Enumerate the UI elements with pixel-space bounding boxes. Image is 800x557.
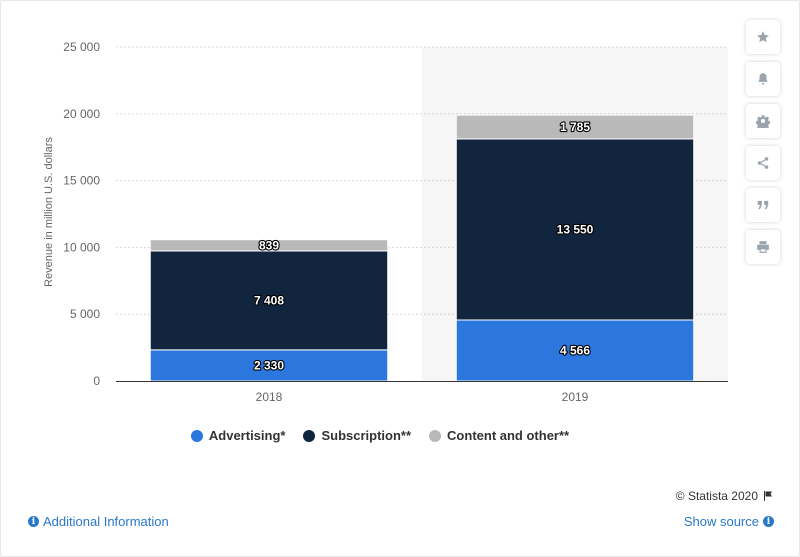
additional-information-label: Additional Information <box>43 514 169 529</box>
data-label: 1 785 <box>560 120 590 134</box>
legend-label: Advertising* <box>208 428 286 443</box>
show-source-label: Show source <box>683 514 759 529</box>
legend-marker <box>190 429 203 442</box>
star-icon <box>757 31 769 43</box>
x-tick-label: 2018 <box>256 390 283 404</box>
show-source-link[interactable]: Show source i <box>684 514 774 529</box>
legend-marker <box>303 429 316 442</box>
data-label: 4 566 <box>560 343 590 357</box>
notification-button[interactable] <box>746 62 780 96</box>
bar-segment[interactable] <box>149 250 389 351</box>
favorite-button[interactable] <box>746 20 780 54</box>
data-labels: 2 330 7 408 839 4 566 13 550 1 785 <box>253 119 595 374</box>
data-label: 2 330 <box>254 358 284 372</box>
bar-segment[interactable] <box>149 239 389 252</box>
x-axis-ticks: 2018 2019 <box>256 390 589 404</box>
legend-label: Subscription** <box>321 428 412 443</box>
legend-marker <box>429 429 442 442</box>
data-label: 7 408 <box>254 293 284 307</box>
share-button[interactable] <box>746 146 780 180</box>
credit-text: © Statista 2020 <box>675 489 758 503</box>
legend-item-subscription[interactable]: Subscription** <box>303 428 411 443</box>
y-tick-label: 5 000 <box>70 307 100 321</box>
additional-information-link[interactable]: i Additional Information <box>28 514 169 529</box>
settings-button[interactable] <box>746 104 780 138</box>
bar-segment[interactable] <box>455 138 695 321</box>
flag-icon <box>764 491 772 501</box>
info-icon: i <box>763 516 774 527</box>
x-tick-label: 2019 <box>562 390 589 404</box>
bell-icon <box>758 73 768 85</box>
cite-button[interactable] <box>746 188 780 222</box>
y-tick-label: 0 <box>93 374 100 388</box>
info-icon: i <box>28 516 39 527</box>
legend-label: Content and other** <box>447 428 570 443</box>
legend: Advertising* Subscription** Content and … <box>0 428 760 443</box>
gear-icon <box>756 115 770 128</box>
share-icon <box>757 157 769 169</box>
legend-item-advertising[interactable]: Advertising* <box>190 428 286 443</box>
statista-credit[interactable]: © Statista 2020 <box>676 489 774 503</box>
print-button[interactable] <box>746 230 780 264</box>
data-label: 839 <box>259 238 279 252</box>
print-icon <box>757 241 769 253</box>
bar-segment[interactable] <box>455 114 695 140</box>
y-axis-ticks: 0 5 000 10 000 15 000 20 000 25 000 <box>63 40 100 388</box>
y-tick-label: 20 000 <box>63 107 100 121</box>
y-tick-label: 15 000 <box>63 174 100 188</box>
y-tick-label: 10 000 <box>63 240 100 254</box>
legend-item-content-other[interactable]: Content and other** <box>429 428 569 443</box>
y-axis-label: Revenue in million U.S. dollars <box>43 137 55 287</box>
data-label: 13 550 <box>557 222 594 236</box>
chart: 0 5 000 10 000 15 000 20 000 25 000 2 330 7 40… <box>43 40 728 404</box>
y-tick-label: 25 000 <box>63 40 100 54</box>
bars <box>149 114 695 382</box>
quote-icon <box>757 200 769 210</box>
